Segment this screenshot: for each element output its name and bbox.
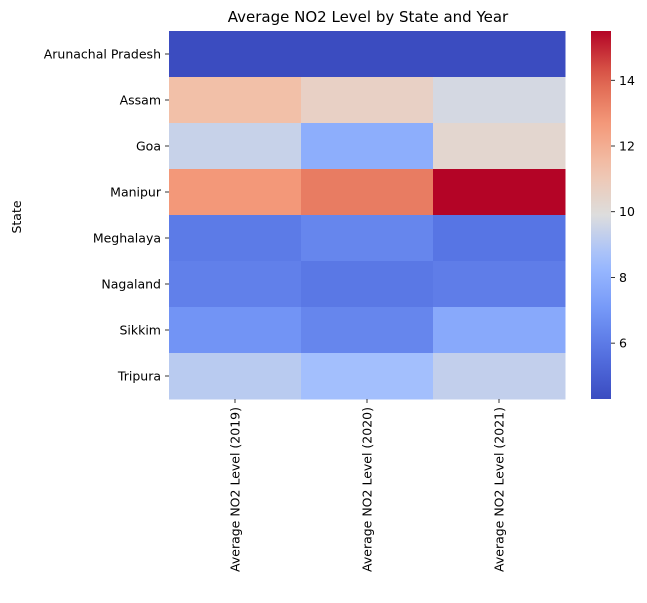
colorbar-tick-label: 14 [619,73,635,88]
heatmap-cell [433,353,566,400]
heatmap-cell [301,215,434,262]
heatmap-cell [169,123,302,170]
colorbar-ticks: 6 8 10 12 14 [611,73,635,351]
colorbar-tick-label: 6 [619,336,627,351]
y-tick-label: Goa [136,139,161,154]
y-tick-label: Manipur [110,185,162,200]
colorbar-tick-label: 8 [619,270,627,285]
heatmap-cell [301,123,434,170]
heatmap-cell [433,169,566,216]
heatmap-cell [169,31,302,78]
y-tick-label: Nagaland [101,277,161,292]
heatmap-cell [433,215,566,262]
y-tick-labels: Arunachal Pradesh Assam Goa Manipur Meghalay… [44,47,169,384]
chart-title: Average NO2 Level by State and Year [228,8,509,26]
y-tick-label: Assam [120,93,161,108]
heatmap-cell [169,169,302,216]
colorbar [591,31,611,399]
heatmap-cell [433,261,566,308]
heatmap-cell [301,353,434,400]
colorbar-tick-label: 10 [619,204,635,219]
heatmap-cell [301,261,434,308]
heatmap-cell [433,77,566,124]
heatmap-cell [433,307,566,354]
heatmap-cell [301,77,434,124]
y-tick-label: Arunachal Pradesh [44,47,161,62]
heatmap-cell [301,307,434,354]
y-tick-label: Meghalaya [93,231,161,246]
y-tick-label: Sikkim [119,323,161,338]
x-tick-label: Average NO2 Level (2021) [492,407,507,572]
x-tick-label: Average NO2 Level (2020) [360,407,375,572]
x-tick-label: Average NO2 Level (2019) [228,407,243,572]
heatmap-cell [169,307,302,354]
y-axis-label: State [9,200,24,233]
heatmap-cell [169,77,302,124]
heatmap-cell [169,353,302,400]
heatmap-cell [433,123,566,170]
heatmap-cell [433,31,566,78]
heatmap-cell [301,169,434,216]
y-tick-label: Tripura [117,369,161,384]
colorbar-tick-label: 12 [619,139,635,154]
heatmap-cell [169,215,302,262]
heatmap-cell [301,31,434,78]
heatmap-cell [169,261,302,308]
x-tick-labels: Average NO2 Level (2019) Average NO2 Leve… [228,399,507,572]
heatmap-cells [169,31,566,400]
